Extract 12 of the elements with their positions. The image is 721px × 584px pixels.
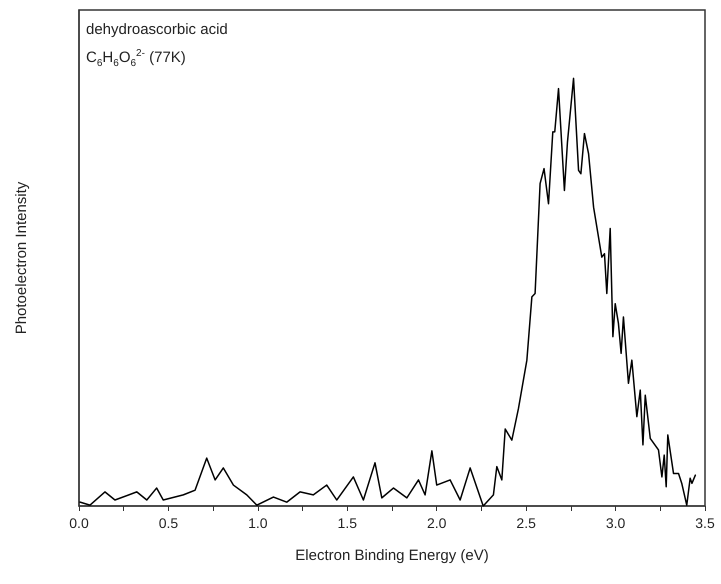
text: dehydroascorbic acid — [86, 20, 228, 40]
x-tick-label: 2.5 — [516, 515, 536, 531]
x-tick-label: 2.0 — [426, 515, 447, 531]
x-tick-label: 3.5 — [695, 515, 715, 531]
x-axis-title: Electron Binding Energy (eV) — [295, 547, 489, 564]
x-tick-label: 1.0 — [248, 515, 268, 531]
x-tick-label: 3.0 — [606, 515, 626, 531]
text: C$_{6}$H$_{6}$O$_{6}$$^{2-}$ (77K) — [86, 47, 187, 71]
x-tick-label: 0.5 — [158, 515, 178, 531]
x-tick-label: 0.0 — [69, 515, 89, 531]
y-axis-title: Photoelectron Intensity — [13, 181, 30, 334]
x-tick-label: 1.5 — [338, 515, 358, 531]
